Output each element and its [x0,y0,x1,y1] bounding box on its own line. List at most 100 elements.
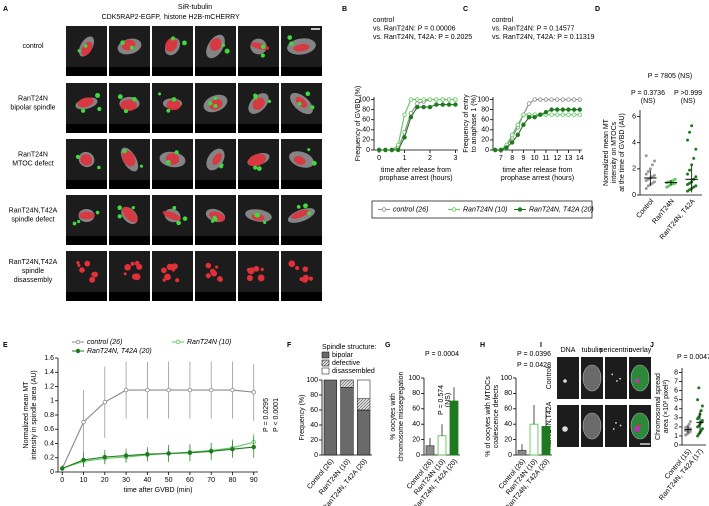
annotation: (NS) [445,393,452,407]
panel-label: E [3,342,8,349]
time-bar [281,292,322,301]
bar-segment [357,409,371,456]
data-point [566,107,571,112]
y-axis-label: Frequency of GVBD (%) [355,86,362,161]
micrograph [66,251,107,292]
data-point [440,97,445,102]
y-tick-label: 20 [504,436,512,443]
x-tick-label: 30 [122,477,130,484]
mtoc [297,101,302,106]
data-point [453,97,458,102]
chromosomes [166,99,181,111]
y-tick-label: 0.4 [44,440,54,447]
y-tick-label: 80 [412,390,420,397]
time-label: 03:50 [164,294,182,301]
time-label: 01:20 [164,69,182,76]
mtoc [311,160,317,166]
pericentrin [639,424,642,427]
y-axis-label: area (×10³ pixel²) [663,380,670,434]
data-point [208,387,214,393]
data-point [251,444,256,450]
mtoc [117,205,123,211]
y-tick-label: 40 [310,422,318,429]
oocyte [582,364,602,392]
time-bar [109,67,150,76]
time-label: 07:40 [293,182,311,189]
mtoc [117,94,123,100]
y-tick-label: 40 [504,421,512,428]
y-tick-label: 60 [310,407,318,414]
chromosome [175,278,180,283]
chromosome [160,267,167,274]
chromosomes [80,154,93,166]
panel-label: B [342,6,347,13]
micrograph [152,251,193,292]
data-point [549,107,554,112]
time-label: 07:20 [250,182,268,189]
data-point [652,159,656,163]
mtoc [182,216,188,221]
time-label: 00:30 [121,294,139,301]
x-tick-label: 0 [60,477,64,484]
y-tick-label: 0 [674,442,678,449]
y-tick-label: 6 [674,387,678,394]
time-bar [109,236,150,245]
data-point [652,180,656,184]
time-bar [281,180,322,189]
data-point [688,168,692,172]
mtoc [97,165,101,170]
y-tick-label: 0.2 [44,455,54,462]
time-bar [195,292,236,301]
panel-label: F [287,342,292,349]
time-bar [238,236,279,245]
pericentrin [619,377,621,380]
mtoc [208,101,213,106]
mtoc [213,103,218,108]
data-point [434,97,439,102]
y-tick-label: 6 [632,113,636,120]
time-bar [66,292,107,301]
y-tick-label: 1.4 [44,369,54,376]
time-label: 02:50 [164,238,182,245]
chart-title: control [492,17,513,24]
x-axis-label: time after GVBD (min) [124,487,193,494]
chromosome [246,275,253,282]
micrograph [109,251,150,292]
mtoc [307,148,311,152]
annotation: P = 0.574 [438,385,445,415]
time-bar [109,124,150,133]
mtoc [287,35,293,40]
chromosome [76,260,80,265]
y-axis-label: Frequency (%) [299,395,306,441]
chromosome [295,265,300,270]
data-point [692,156,696,160]
time-label: 00:00 [78,294,96,301]
data-point [543,97,549,102]
time-bar [195,124,236,133]
data-point [434,102,439,107]
chromosome [123,272,127,276]
x-tick-label: 10 [80,477,88,484]
x-tick-label: 0 [377,155,381,162]
data-point [60,466,65,471]
data-point [700,427,704,431]
y-tick-label: 100 [306,377,318,384]
y-axis-label: Normalized mean MT [23,381,30,449]
time-label: 07:50 [250,69,268,76]
time-bar [195,180,236,189]
chromosome [130,261,135,266]
row-label: control [22,43,43,50]
mtoc [254,212,259,218]
chart-title: vs. RanT24N, T42A: P = 0.2025 [373,34,472,41]
time-label: 08:00 [250,294,268,301]
mtoc [171,97,177,102]
data-point [694,184,698,188]
pericentrin [619,424,622,427]
time-bar [152,236,193,245]
mtoc [77,219,81,224]
mtoc [256,166,262,171]
annotation: P = 0.0396 [517,351,551,358]
data-point [696,398,700,402]
time-bar [152,67,193,76]
micrograph [557,357,579,399]
